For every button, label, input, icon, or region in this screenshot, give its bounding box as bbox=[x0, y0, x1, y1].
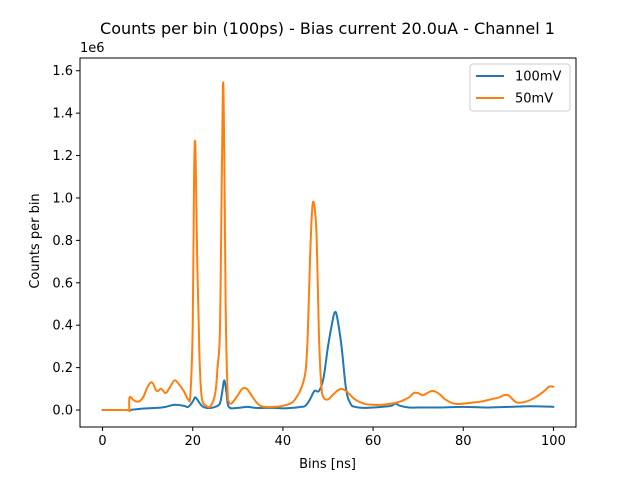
legend-label-100mV: 100mV bbox=[515, 70, 561, 85]
plot-frame bbox=[79, 57, 577, 428]
y-axis-offset-label: 1e6 bbox=[80, 41, 105, 56]
x-tick-label: 60 bbox=[365, 434, 382, 449]
y-tick-label: 0.0 bbox=[52, 404, 73, 419]
y-tick-label: 0.4 bbox=[52, 319, 73, 334]
x-tick-label: 80 bbox=[455, 434, 472, 449]
x-tick-label: 40 bbox=[275, 434, 292, 449]
x-tick-label: 20 bbox=[184, 434, 201, 449]
plot-area: 0 20 40 60 80 100 0.0 0.2 0.4 0.6 0.8 1.0 1.2 1.4 1.6 bbox=[52, 57, 577, 449]
y-tick-label: 0.8 bbox=[52, 234, 73, 249]
y-tick-label: 1.2 bbox=[52, 149, 73, 164]
y-tick-label: 1.6 bbox=[52, 64, 73, 79]
legend-label-50mV: 50mV bbox=[515, 92, 553, 107]
series-line-50mV bbox=[101, 81, 555, 413]
y-tick-label: 0.6 bbox=[52, 276, 73, 291]
series-line-100mV bbox=[101, 310, 555, 412]
chart-title: Counts per bin (100ps) - Bias current 20… bbox=[100, 19, 555, 38]
x-tick-label: 100 bbox=[541, 434, 566, 449]
y-tick-label: 1.0 bbox=[52, 191, 73, 206]
y-axis-label: Counts per bin bbox=[28, 193, 43, 288]
x-tick-label: 0 bbox=[98, 434, 106, 449]
x-axis-label: Bins [ns] bbox=[299, 457, 356, 472]
y-tick-label: 0.2 bbox=[52, 361, 73, 376]
y-tick-label: 1.4 bbox=[52, 107, 73, 122]
legend: 100mV 50mV bbox=[469, 63, 571, 112]
